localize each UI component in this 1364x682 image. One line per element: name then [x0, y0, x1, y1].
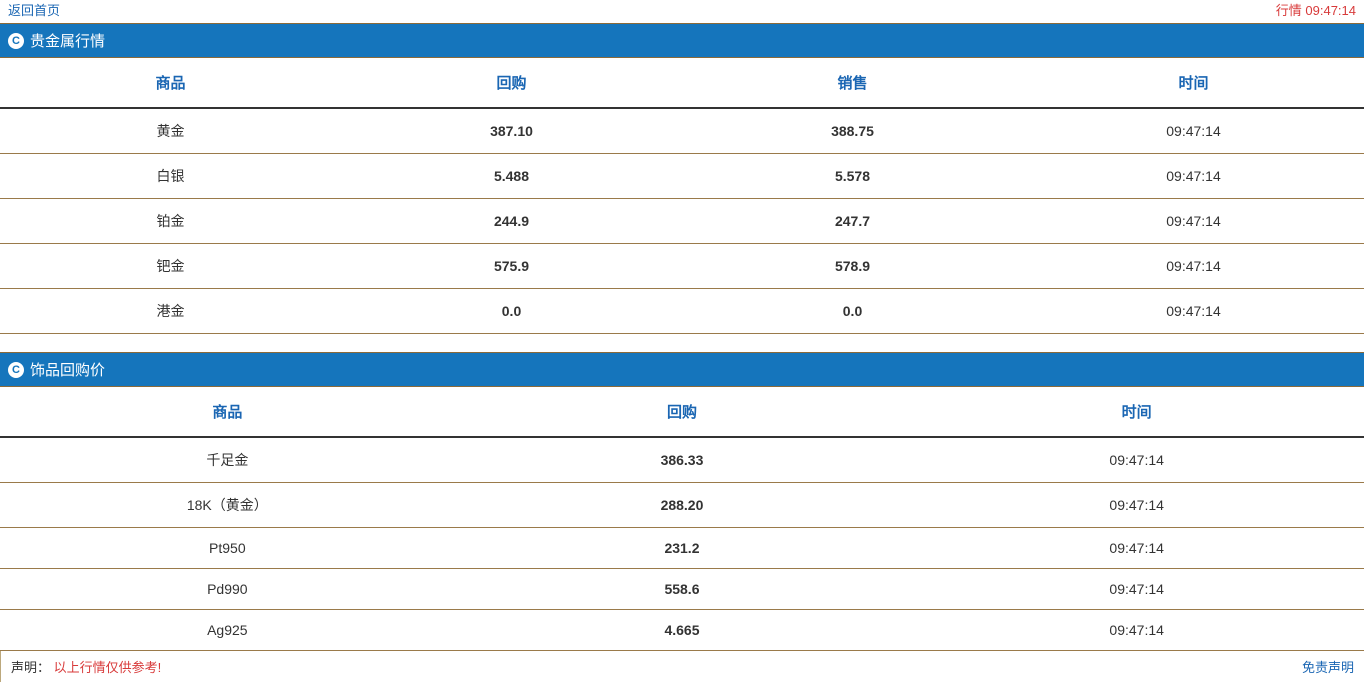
cell-buy: 387.10	[341, 108, 682, 154]
cell-product: Pd990	[0, 569, 455, 610]
cell-buy: 4.665	[455, 610, 910, 651]
cell-sell: 0.0	[682, 289, 1023, 334]
top-bar: 返回首页 行情 09:47:14	[0, 0, 1364, 23]
table-header-row: 商品 回购 销售 时间	[0, 58, 1364, 108]
brand-icon: C	[8, 362, 24, 378]
table-header-row: 商品 回购 时间	[0, 387, 1364, 437]
col-product: 商品	[0, 387, 455, 437]
cell-product: 港金	[0, 289, 341, 334]
cell-product: 黄金	[0, 108, 341, 154]
cell-product: Pt950	[0, 528, 455, 569]
jewelry-table: 商品 回购 时间 千足金386.3309:47:1418K（黄金）288.200…	[0, 387, 1364, 651]
cell-time: 09:47:14	[909, 569, 1364, 610]
section-title-jewelry: C 饰品回购价	[0, 352, 1364, 387]
section-title-label: 饰品回购价	[30, 359, 105, 380]
table-row: 港金0.00.009:47:14	[0, 289, 1364, 334]
cell-time: 09:47:14	[909, 437, 1364, 483]
table-row: Ag9254.66509:47:14	[0, 610, 1364, 651]
cell-buy: 558.6	[455, 569, 910, 610]
cell-buy: 386.33	[455, 437, 910, 483]
col-sell: 销售	[682, 58, 1023, 108]
table-row: 千足金386.3309:47:14	[0, 437, 1364, 483]
cell-time: 09:47:14	[1023, 154, 1364, 199]
cell-time: 09:47:14	[1023, 108, 1364, 154]
cell-buy: 5.488	[341, 154, 682, 199]
disclaimer-link[interactable]: 免责声明	[1302, 660, 1354, 675]
section-title-metals: C 贵金属行情	[0, 23, 1364, 58]
table-row: 18K（黄金）288.2009:47:14	[0, 483, 1364, 528]
table-row: Pt950231.209:47:14	[0, 528, 1364, 569]
table-row: 白银5.4885.57809:47:14	[0, 154, 1364, 199]
status-timestamp: 行情 09:47:14	[1276, 0, 1356, 19]
metals-table: 商品 回购 销售 时间 黄金387.10388.7509:47:14白银5.48…	[0, 58, 1364, 334]
footer-disclaimer: 以上行情仅供参考!	[54, 660, 162, 675]
table-row: 铂金244.9247.709:47:14	[0, 199, 1364, 244]
cell-product: 铂金	[0, 199, 341, 244]
col-time: 时间	[1023, 58, 1364, 108]
cell-time: 09:47:14	[1023, 244, 1364, 289]
back-link[interactable]: 返回首页	[8, 0, 60, 19]
table-row: 钯金575.9578.909:47:14	[0, 244, 1364, 289]
cell-time: 09:47:14	[909, 528, 1364, 569]
cell-time: 09:47:14	[1023, 289, 1364, 334]
cell-product: 千足金	[0, 437, 455, 483]
cell-buy: 0.0	[341, 289, 682, 334]
table-row: Pd990558.609:47:14	[0, 569, 1364, 610]
cell-product: 钯金	[0, 244, 341, 289]
section-title-label: 贵金属行情	[30, 30, 105, 51]
cell-buy: 231.2	[455, 528, 910, 569]
col-buy: 回购	[455, 387, 910, 437]
cell-buy: 575.9	[341, 244, 682, 289]
brand-icon: C	[8, 33, 24, 49]
cell-product: 18K（黄金）	[0, 483, 455, 528]
cell-sell: 247.7	[682, 199, 1023, 244]
table-row: 黄金387.10388.7509:47:14	[0, 108, 1364, 154]
cell-time: 09:47:14	[909, 610, 1364, 651]
cell-sell: 5.578	[682, 154, 1023, 199]
col-time: 时间	[909, 387, 1364, 437]
cell-buy: 288.20	[455, 483, 910, 528]
col-product: 商品	[0, 58, 341, 108]
cell-sell: 388.75	[682, 108, 1023, 154]
cell-buy: 244.9	[341, 199, 682, 244]
footer-label: 声明：	[11, 660, 50, 675]
cell-time: 09:47:14	[909, 483, 1364, 528]
cell-product: Ag925	[0, 610, 455, 651]
cell-sell: 578.9	[682, 244, 1023, 289]
col-buy: 回购	[341, 58, 682, 108]
cell-time: 09:47:14	[1023, 199, 1364, 244]
cell-product: 白银	[0, 154, 341, 199]
